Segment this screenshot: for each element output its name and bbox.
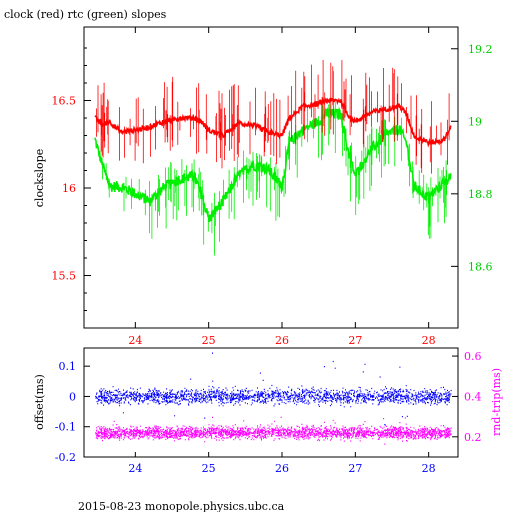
top-y2-tick-label: 19.2 [468, 43, 493, 56]
bottom-y-tick-label: -0.1 [55, 421, 76, 434]
top-x-tick-label: 25 [202, 334, 216, 347]
top-x-tick-label: 27 [348, 334, 362, 347]
top-x-tick-label: 26 [275, 334, 289, 347]
series-offset-dots [95, 352, 452, 426]
top-series-layer [94, 59, 452, 256]
series-rtc-line [94, 106, 452, 222]
top-left-axis-label: clockslope [33, 149, 46, 207]
bottom-axes-layer: 24 25 26 27 28 -0.2 -0.1 0 0.1 0.2 0.4 0.6 [55, 350, 482, 475]
chart-title: clock (red) rtc (green) slopes [4, 8, 167, 21]
bottom-left-axis-label: offset(ms) [33, 374, 46, 430]
bottom-x-tick-label: 27 [348, 462, 362, 475]
top-plot-frame [83, 26, 459, 329]
series-clock-spikes [96, 59, 450, 174]
top-panel: 24 25 26 27 28 15.5 16 16.5 18.6 18.8 19 19.2 clock… [33, 26, 493, 347]
bottom-y2-tick-label: 0.2 [464, 431, 482, 444]
bottom-plot-frame [83, 347, 459, 458]
bottom-x-tick-label: 26 [275, 462, 289, 475]
bottom-y-tick-label: 0.1 [59, 360, 77, 373]
top-y-tick-label: 16.5 [52, 95, 77, 108]
bottom-x-tick-label: 24 [128, 462, 142, 475]
top-y2-tick-label: 18.8 [468, 188, 493, 201]
bottom-right-axis-label: rnd-trip(ms) [490, 368, 503, 436]
bottom-x-tick-label: 25 [202, 462, 216, 475]
series-rnd-trip-dots [95, 416, 452, 445]
bottom-panel: 24 25 26 27 28 -0.2 -0.1 0 0.1 0.2 0.4 0.6 offset(m… [33, 347, 503, 475]
top-x-tick-label: 28 [422, 334, 436, 347]
top-y-tick-label: 15.5 [52, 270, 77, 283]
top-y-tick-label: 16 [62, 182, 76, 195]
bottom-y2-tick-label: 0.4 [464, 390, 482, 403]
bottom-y-tick-label: 0 [69, 390, 76, 403]
bottom-y-tick-label: -0.2 [55, 451, 76, 464]
series-clock-line [94, 96, 452, 148]
top-x-tick-label: 24 [128, 334, 142, 347]
bottom-y2-tick-label: 0.6 [464, 350, 482, 363]
bottom-series-layer [95, 352, 452, 445]
footer-text: 2015-08-23 monopole.physics.ubc.ca [78, 500, 285, 512]
top-y2-tick-label: 18.6 [468, 260, 493, 273]
bottom-x-tick-label: 28 [422, 462, 436, 475]
top-y2-tick-label: 19 [468, 115, 482, 128]
top-axes-layer: 24 25 26 27 28 15.5 16 16.5 18.6 18.8 19 19.2 [52, 27, 493, 347]
